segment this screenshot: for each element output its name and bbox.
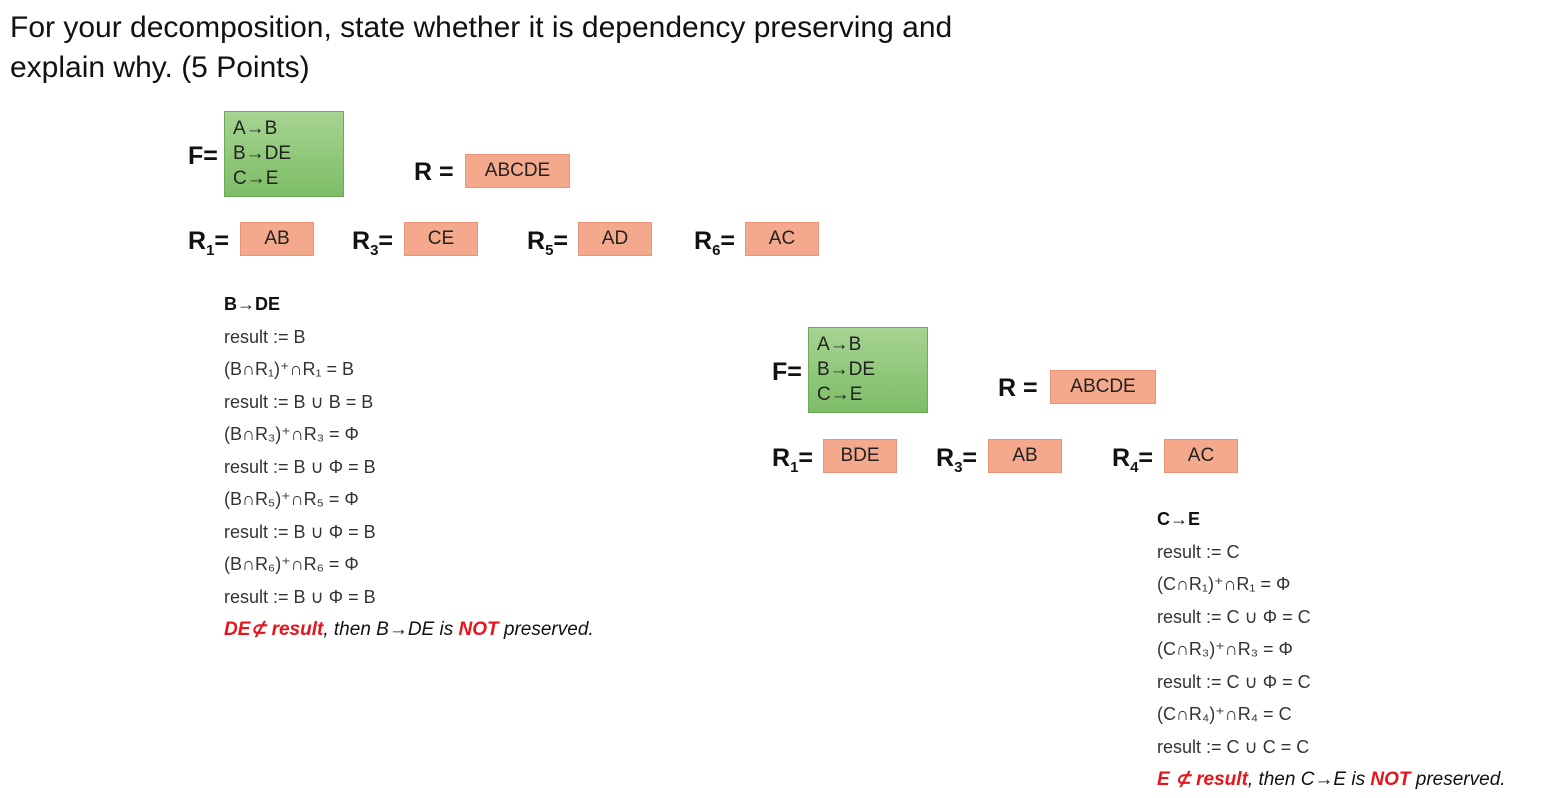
left-step-6: (B∩R₅)⁺∩R₅ = Φ	[224, 489, 359, 509]
right-rel-2-label: R3=	[936, 444, 978, 476]
left-rel-2-label: R3=	[352, 227, 394, 259]
left-r-label: R =	[414, 158, 454, 186]
left-step-8: (B∩R₆)⁺∩R₆ = Φ	[224, 554, 359, 574]
right-r-value: ABCDE	[1050, 370, 1156, 404]
left-fd-box: A→B B→DE C→E	[224, 111, 344, 197]
left-step-9: result := B ∪ Φ = B	[224, 586, 376, 607]
left-fd-2: B→DE	[233, 143, 292, 164]
right-rel-3-value: AC	[1164, 439, 1238, 473]
left-conclusion: DE⊄ result, then B→DE is NOT preserved.	[224, 619, 594, 640]
right-r-label: R =	[998, 374, 1038, 402]
left-rel-2-value: CE	[404, 222, 478, 256]
left-rel-4-value: AC	[745, 222, 819, 256]
left-rel-1-value: AB	[240, 222, 314, 256]
left-steps-header: B→DE	[224, 294, 281, 314]
left-rel-4-label: R6=	[694, 227, 736, 259]
right-rel-1-label: R1=	[772, 444, 814, 476]
right-fd-3: C→E	[817, 384, 863, 405]
right-step-4: (C∩R₃)⁺∩R₃ = Φ	[1157, 639, 1293, 659]
left-step-7: result := B ∪ Φ = B	[224, 521, 376, 542]
question-line-2: explain why. (5 Points)	[10, 51, 310, 84]
question-line-1: For your decomposition, state whether it…	[10, 11, 953, 44]
right-steps-header: C→E	[1157, 509, 1201, 529]
right-fd-2: B→DE	[817, 359, 876, 380]
left-f-label: F=	[188, 142, 218, 170]
right-rel-3-label: R4=	[1112, 444, 1154, 476]
right-fd-box: A→B B→DE C→E	[808, 327, 928, 413]
left-step-3: result := B ∪ B = B	[224, 391, 374, 412]
left-fd-1: A→B	[233, 118, 278, 139]
right-f-label: F=	[772, 358, 802, 386]
right-rel-2-value: AB	[988, 439, 1062, 473]
left-step-4: (B∩R₃)⁺∩R₃ = Φ	[224, 424, 359, 444]
left-r-value: ABCDE	[465, 154, 570, 188]
right-steps: C→E result := C (C∩R₁)⁺∩R₁ = Φ result :=…	[1157, 503, 1311, 763]
left-steps: B→DE result := B (B∩R₁)⁺∩R₁ = B result :…	[224, 288, 376, 613]
right-fd-1: A→B	[817, 334, 862, 355]
left-fd-3: C→E	[233, 168, 279, 189]
left-rel-3-value: AD	[578, 222, 652, 256]
left-rel-1-label: R1=	[188, 227, 230, 259]
right-step-2: (C∩R₁)⁺∩R₁ = Φ	[1157, 574, 1291, 594]
left-step-1: result := B	[224, 326, 306, 347]
question-title: For your decomposition, state whether it…	[10, 8, 1110, 88]
right-rel-1-value: BDE	[823, 439, 897, 473]
left-rel-3-label: R5=	[527, 227, 569, 259]
left-step-2: (B∩R₁)⁺∩R₁ = B	[224, 359, 355, 379]
right-conclusion: E ⊄ result, then C→E is NOT preserved.	[1157, 769, 1506, 790]
right-step-3: result := C ∪ Φ = C	[1157, 606, 1311, 627]
right-step-7: result := C ∪ C = C	[1157, 736, 1310, 757]
right-step-1: result := C	[1157, 541, 1240, 562]
right-step-5: result := C ∪ Φ = C	[1157, 671, 1311, 692]
right-step-6: (C∩R₄)⁺∩R₄ = C	[1157, 704, 1292, 724]
left-step-5: result := B ∪ Φ = B	[224, 456, 376, 477]
